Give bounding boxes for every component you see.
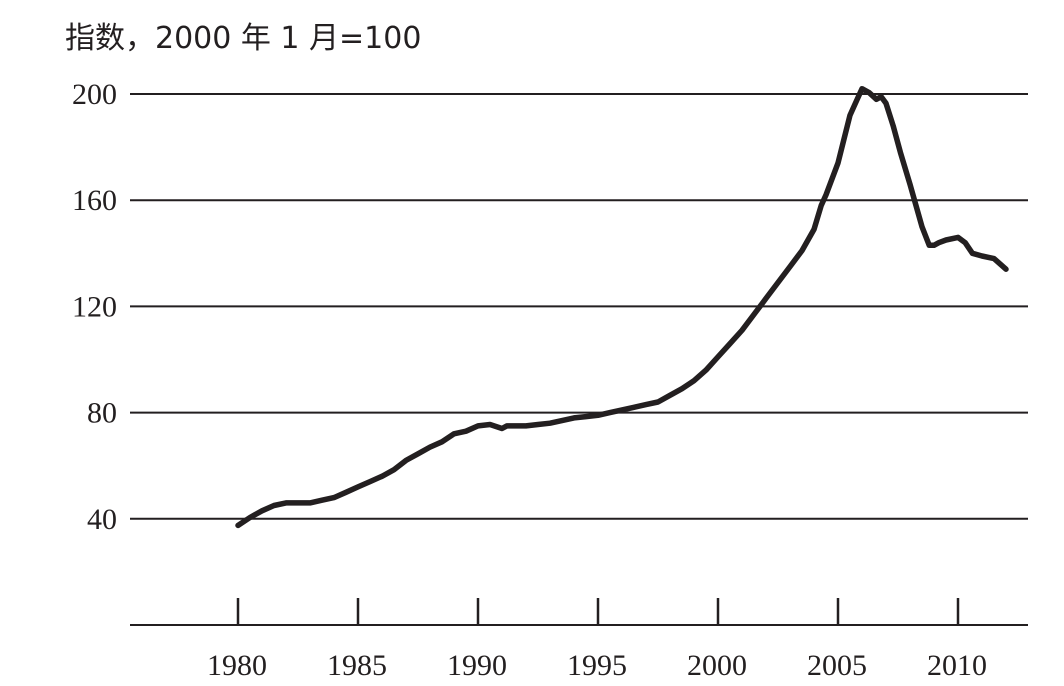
- x-tick-label-2005: 2005: [807, 649, 867, 682]
- y-tick-label-200: 200: [72, 78, 117, 111]
- x-tick-label-1980: 1980: [207, 649, 267, 682]
- gridlines: [130, 93, 1028, 520]
- y-tick-label-40: 40: [87, 503, 117, 536]
- x-tick-label-1995: 1995: [567, 649, 627, 682]
- x-tick-label-1990: 1990: [447, 649, 507, 682]
- x-axis: 1980 1985 1990 1995 2000 2005 2010: [130, 598, 1028, 682]
- x-tick-label-2000: 2000: [687, 649, 747, 682]
- series-layer: [235, 85, 1009, 529]
- series-line-0: [235, 85, 1009, 529]
- y-tick-label-160: 160: [72, 184, 117, 217]
- x-tick-label-1985: 1985: [327, 649, 387, 682]
- y-axis-unit-label: 指数，2000 年 1 月=100: [65, 21, 421, 56]
- y-axis-tick-labels: 40 80 120 160 200: [72, 78, 117, 536]
- y-tick-label-80: 80: [87, 397, 117, 430]
- x-tick-label-2010: 2010: [927, 649, 987, 682]
- y-tick-label-120: 120: [72, 290, 117, 323]
